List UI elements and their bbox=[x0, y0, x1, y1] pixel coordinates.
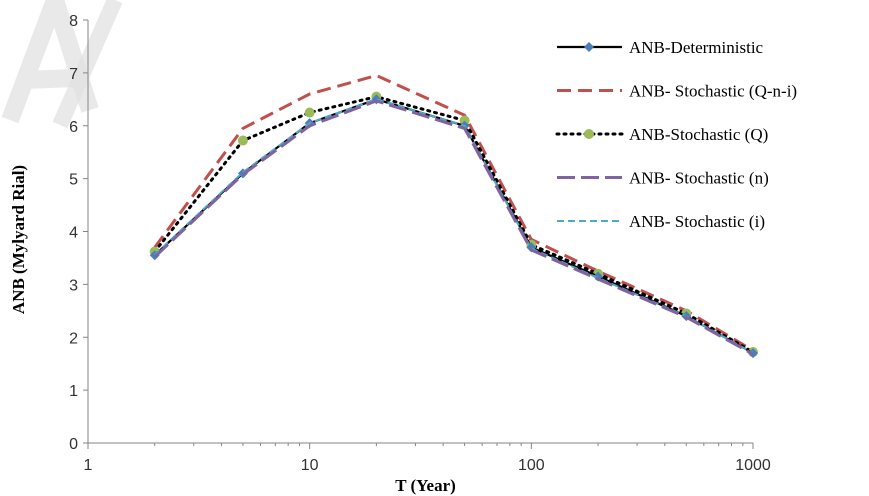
legend-label: ANB- Stochastic (i) bbox=[629, 212, 765, 231]
data-point bbox=[304, 107, 315, 118]
legend-entry-2: ANB- Stochastic (Q-n-i) bbox=[557, 82, 797, 101]
legend-entry-3: ANB-Stochastic (Q) bbox=[555, 125, 768, 144]
legend-marker bbox=[584, 42, 594, 52]
legend-entry-1: ANB-Deterministic bbox=[557, 38, 764, 57]
data-point bbox=[237, 135, 248, 146]
x-tick-label: 10 bbox=[301, 457, 319, 474]
y-tick-label: 5 bbox=[69, 172, 78, 189]
legend: ANB-Deterministic ANB- Stochastic (Q-n-i)… bbox=[555, 38, 797, 231]
series-line bbox=[154, 98, 754, 354]
legend-marker bbox=[584, 129, 594, 139]
legend-label: ANB- Stochastic (n) bbox=[629, 169, 769, 188]
watermark bbox=[1, 0, 123, 129]
y-tick-label: 0 bbox=[69, 436, 78, 453]
series-2 bbox=[153, 74, 754, 352]
y-tick-label: 4 bbox=[69, 225, 78, 242]
series-5 bbox=[154, 98, 754, 354]
data-point bbox=[459, 115, 470, 126]
legend-label: ANB-Stochastic (Q) bbox=[629, 125, 768, 144]
y-tick-label: 7 bbox=[69, 66, 78, 83]
x-axis-title: T (Year) bbox=[395, 476, 456, 495]
y-axis-title: ANB (Mylyard Rial) bbox=[9, 165, 28, 314]
y-tick-label: 3 bbox=[69, 277, 78, 294]
y-tick-label: 1 bbox=[69, 383, 78, 400]
series-4 bbox=[153, 99, 754, 356]
x-tick-label: 1 bbox=[84, 457, 93, 474]
series-layer bbox=[149, 74, 758, 359]
legend-entry-5: ANB- Stochastic (i) bbox=[557, 212, 765, 231]
x-tick-label: 100 bbox=[518, 457, 545, 474]
legend-label: ANB- Stochastic (Q-n-i) bbox=[629, 82, 797, 101]
y-tick-label: 8 bbox=[69, 13, 78, 30]
series-line bbox=[153, 99, 754, 356]
y-tick-label: 6 bbox=[69, 119, 78, 136]
x-tick-label: 1000 bbox=[735, 457, 771, 474]
legend-label: ANB-Deterministic bbox=[629, 38, 764, 57]
series-line bbox=[153, 74, 754, 352]
y-tick-label: 2 bbox=[69, 330, 78, 347]
legend-entry-4: ANB- Stochastic (n) bbox=[557, 169, 769, 188]
